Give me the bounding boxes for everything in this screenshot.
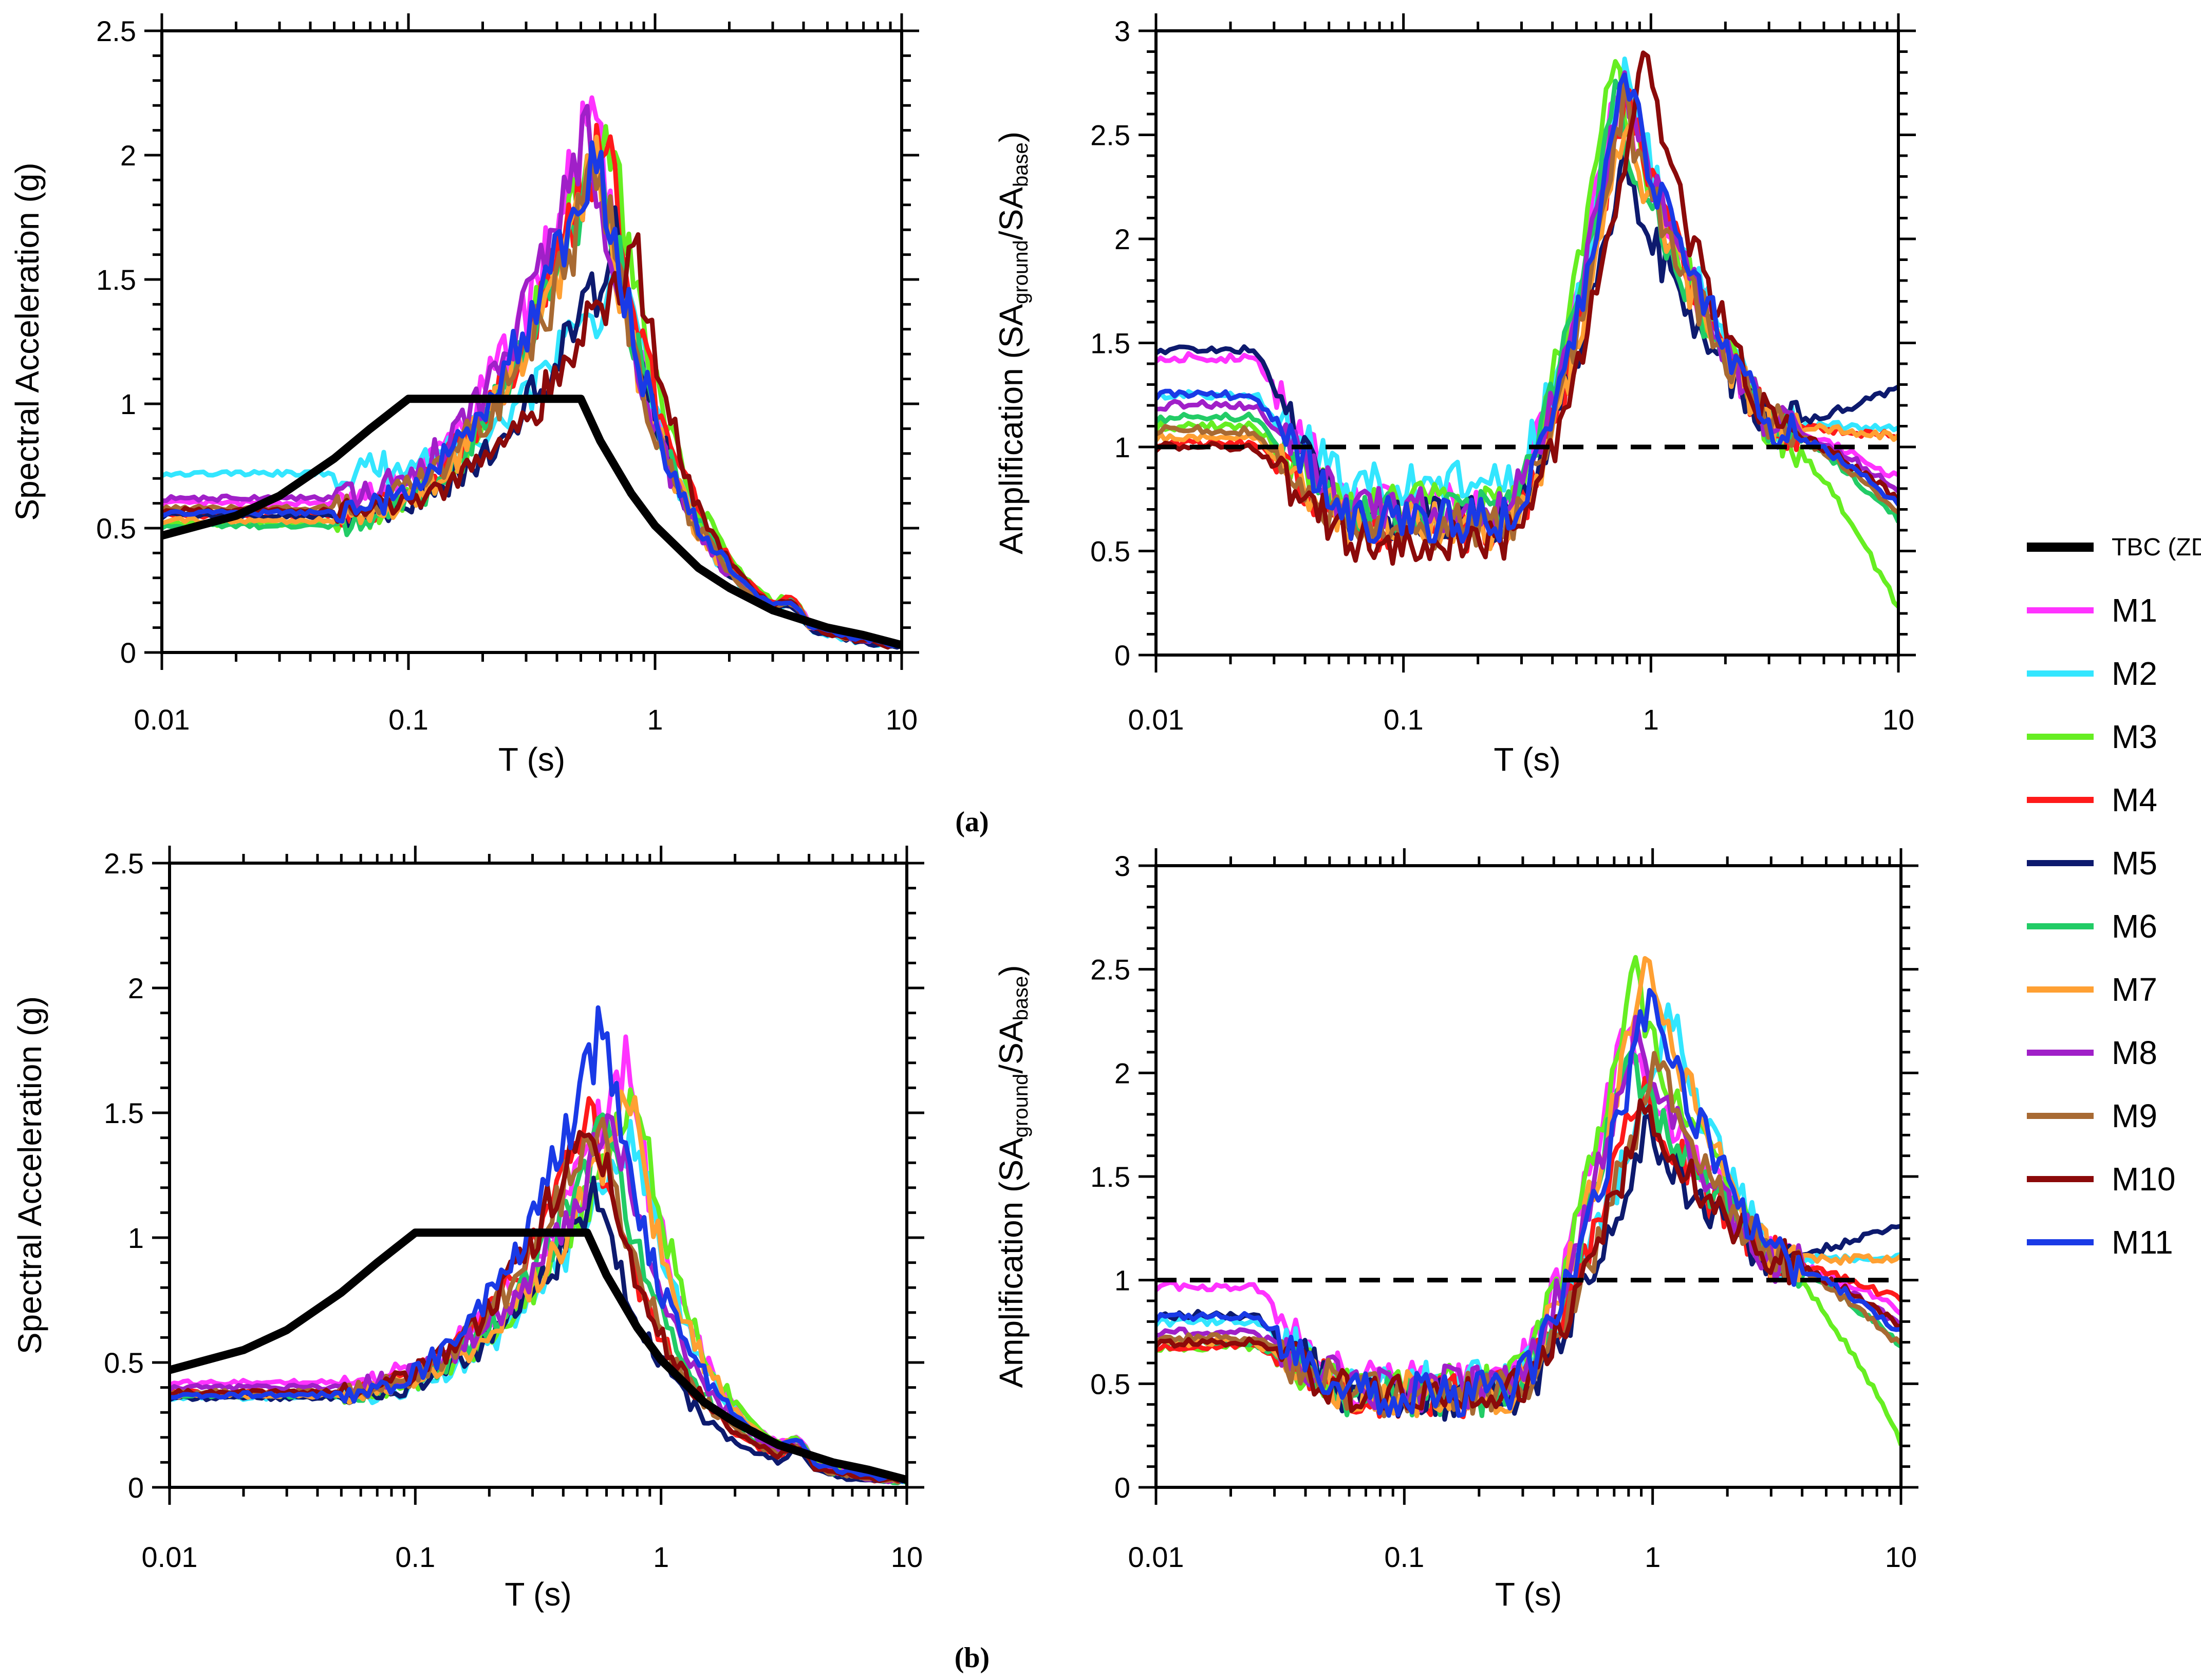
y-axis-label: Spectral Acceleration (g) — [11, 996, 48, 1354]
x-axis-label: T (s) — [1494, 741, 1560, 778]
y-tick-label: 2 — [128, 972, 144, 1004]
x-axis-label: T (s) — [1495, 1576, 1562, 1613]
panel-label-a: (a) — [955, 806, 988, 838]
y-tick-label: 2 — [1114, 1057, 1130, 1089]
legend-label: M3 — [2112, 718, 2157, 755]
y-tick-label: 1.5 — [104, 1097, 144, 1129]
y-axis-label: Spectral Acceleration (g) — [9, 162, 46, 520]
legend-label: M1 — [2112, 592, 2157, 629]
x-tick-label: 0.01 — [1128, 1541, 1184, 1573]
series-line-m11 — [162, 140, 902, 648]
y-axis-label: Amplification (SAground/SAbase) — [993, 965, 1032, 1388]
y-tick-label: 3 — [1114, 850, 1130, 882]
x-tick-label: 10 — [891, 1541, 923, 1573]
x-axis-label: T (s) — [505, 1576, 571, 1613]
plot-frame — [160, 29, 903, 654]
x-tick-label: 1 — [647, 703, 663, 736]
series-line-m3 — [1156, 59, 1898, 609]
x-tick-label: 10 — [1882, 703, 1914, 736]
y-tick-label: 0.5 — [96, 512, 136, 545]
legend: TBC (ZD) M1 M2 M3 M4 M5 M6 M7 M8 M9 M10 M11 — [2027, 534, 2201, 1261]
y-tick-label: 0 — [1114, 639, 1130, 671]
x-tick-label: 0.01 — [142, 1541, 198, 1573]
series-line-m2 — [170, 1118, 907, 1484]
y-tick-label: 0 — [120, 637, 136, 669]
y-tick-label: 2 — [120, 139, 136, 172]
series-line-m10 — [170, 1130, 907, 1484]
y-tick-label: 0.5 — [1090, 1368, 1130, 1400]
y-tick-label: 1.5 — [1090, 327, 1130, 360]
series-line-m9 — [162, 151, 902, 647]
x-tick-label: 0.1 — [388, 703, 428, 736]
chart-panel-a-right: 0 0.5 1 1.5 2 2.5 3 0.01 0.1 1 10 T (s) Amplificatio… — [993, 13, 1916, 778]
y-tick-label: 2.5 — [96, 15, 136, 47]
legend-label: M4 — [2112, 781, 2157, 818]
y-tick-label: 0.5 — [104, 1347, 144, 1379]
series-line-m5 — [1156, 143, 1898, 543]
y-tick-label: 2.5 — [104, 847, 144, 880]
x-tick-label: 1 — [1643, 703, 1659, 736]
chart-panel-b-right: 0 0.5 1 1.5 2 2.5 3 0.01 0.1 1 10 T (s) Amplificatio… — [993, 848, 1918, 1613]
y-tick-label: 0 — [128, 1471, 144, 1504]
series-line-m9 — [170, 1116, 907, 1485]
legend-label: M10 — [2112, 1161, 2176, 1198]
plot-frame — [1154, 29, 1900, 657]
legend-label: M5 — [2112, 845, 2157, 882]
legend-label: M9 — [2112, 1097, 2157, 1134]
y-tick-label: 3 — [1114, 15, 1130, 47]
reference-line-tbc — [170, 1228, 907, 1484]
legend-label: M6 — [2112, 908, 2157, 945]
y-tick-label: 2.5 — [1090, 119, 1130, 152]
x-tick-label: 0.1 — [1384, 1541, 1424, 1573]
x-tick-label: 0.01 — [1128, 703, 1184, 736]
series-line-m8 — [170, 1113, 907, 1484]
x-tick-label: 10 — [886, 703, 918, 736]
legend-label: M7 — [2112, 971, 2157, 1008]
x-tick-label: 10 — [1885, 1541, 1917, 1573]
y-tick-label: 2.5 — [1090, 954, 1130, 986]
y-tick-label: 0 — [1114, 1471, 1130, 1504]
series-line-m6 — [170, 1112, 907, 1485]
y-tick-label: 1.5 — [1090, 1161, 1130, 1193]
y-tick-label: 1 — [1114, 1264, 1130, 1297]
x-axis-label: T (s) — [498, 741, 565, 778]
series-line-m7 — [170, 1089, 907, 1484]
plot-frame — [168, 862, 908, 1489]
legend-label: M2 — [2112, 655, 2157, 692]
chart-panel-a-left: 0 0.5 1 1.5 2 2.5 0.01 0.1 1 10 T (s) Spectral Acce… — [9, 13, 919, 778]
y-tick-label: 2 — [1114, 223, 1130, 255]
series-line-m5 — [162, 205, 902, 650]
x-tick-label: 0.1 — [395, 1541, 435, 1573]
panel-label-b: (b) — [955, 1642, 990, 1674]
y-tick-label: 1.5 — [96, 264, 136, 296]
x-tick-label: 1 — [653, 1541, 669, 1573]
chart-panel-b-left: 0 0.5 1 1.5 2 2.5 0.01 0.1 1 10 T (s) Spectral Acce… — [11, 846, 924, 1613]
x-tick-label: 0.1 — [1384, 703, 1424, 736]
y-tick-label: 1 — [1114, 431, 1130, 463]
y-tick-label: 1 — [120, 388, 136, 420]
legend-label: M11 — [2112, 1224, 2173, 1261]
y-axis-label: Amplification (SAground/SAbase) — [993, 132, 1032, 554]
y-tick-label: 1 — [128, 1222, 144, 1254]
reference-line-tbc — [162, 395, 902, 649]
series-line-m1 — [162, 95, 902, 648]
series-line-m11 — [1156, 72, 1898, 544]
y-tick-label: 0.5 — [1090, 535, 1130, 568]
series-line-m11 — [1156, 987, 1901, 1418]
x-tick-label: 0.01 — [134, 703, 190, 736]
series-line-m8 — [1156, 70, 1898, 533]
legend-label: M8 — [2112, 1034, 2157, 1071]
legend-label: TBC (ZD) — [2112, 534, 2201, 561]
x-tick-label: 1 — [1645, 1541, 1661, 1573]
